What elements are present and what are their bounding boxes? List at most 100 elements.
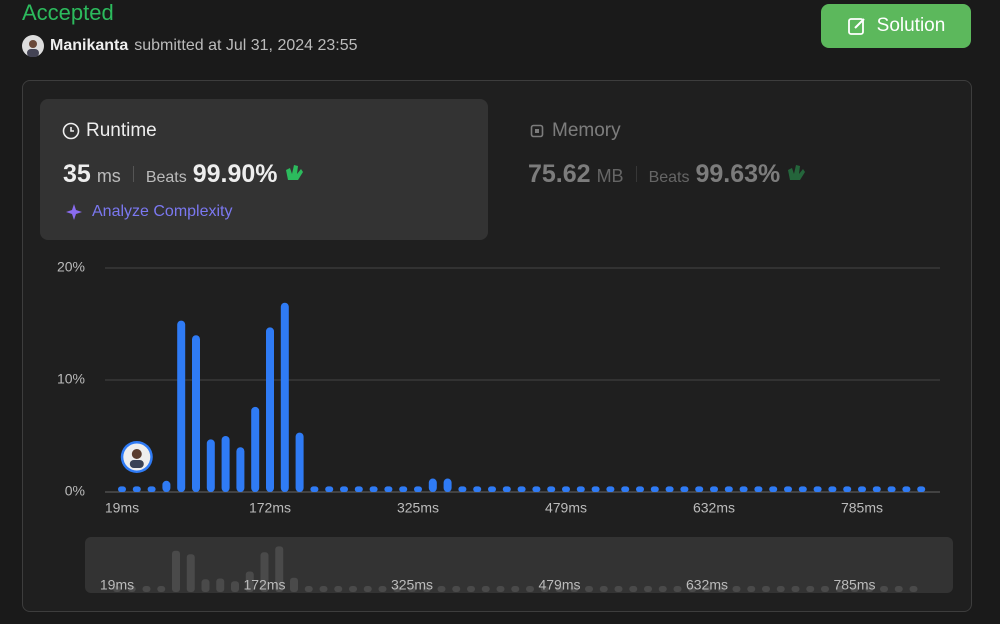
memory-stat[interactable]: 75.62 MB Beats 99.63% <box>528 160 808 189</box>
bar <box>488 486 496 492</box>
mini-bar <box>540 586 549 592</box>
mini-bar <box>422 586 431 592</box>
bar <box>562 486 570 492</box>
bar <box>266 327 274 492</box>
mini-bar <box>894 586 903 592</box>
x-tick-label: 785ms <box>841 500 883 516</box>
mini-bar <box>290 577 298 592</box>
bar <box>295 432 304 492</box>
bar <box>739 486 748 492</box>
bar <box>547 486 556 492</box>
mini-bar <box>127 586 136 592</box>
mini-x-tick-label: 172ms <box>243 577 285 593</box>
clap-icon <box>788 165 806 180</box>
mini-bar <box>334 586 343 592</box>
mini-bar <box>349 586 357 592</box>
mini-bar <box>570 586 579 592</box>
range-navigator[interactable] <box>85 537 953 593</box>
analyze-complexity[interactable]: Analyze Complexity <box>64 202 233 222</box>
bar <box>414 486 422 492</box>
chip-icon <box>530 124 544 138</box>
bar <box>354 486 363 492</box>
mini-bar <box>393 586 402 592</box>
x-tick-label: 172ms <box>249 500 291 516</box>
runtime-panel[interactable] <box>40 99 488 240</box>
mini-bar <box>245 571 254 592</box>
mini-x-tick-label: 785ms <box>833 577 875 593</box>
mini-bar <box>216 578 225 592</box>
mini-x-tick-label: 19ms <box>100 577 134 593</box>
mini-bar <box>201 579 210 592</box>
user-marker <box>120 441 153 473</box>
bar <box>369 486 378 492</box>
memory-title: Memory <box>528 120 621 142</box>
mini-bar <box>304 586 313 592</box>
bar <box>769 486 778 492</box>
bar <box>902 486 911 492</box>
mini-bar <box>526 586 534 592</box>
mini-bar <box>806 586 815 592</box>
mini-bar <box>496 586 505 592</box>
bar <box>162 480 171 492</box>
bar <box>221 436 230 492</box>
bar <box>206 439 215 492</box>
mini-bar <box>880 586 888 592</box>
mini-bar <box>172 550 180 592</box>
bar <box>399 486 408 492</box>
runtime-label: Runtime <box>86 120 157 141</box>
bar <box>192 335 200 492</box>
mini-bar <box>762 586 770 592</box>
mini-bar <box>511 586 520 592</box>
bar <box>132 486 141 492</box>
analyze-label: Analyze Complexity <box>92 203 233 220</box>
mini-bar <box>673 586 682 592</box>
x-tick-label: 632ms <box>693 500 735 516</box>
mini-bar <box>437 586 446 592</box>
bar <box>458 486 467 492</box>
mini-bar <box>599 586 608 592</box>
marker-head <box>131 449 142 459</box>
bar <box>310 486 319 492</box>
mini-bar <box>850 586 859 592</box>
bar <box>695 486 704 492</box>
status: Accepted <box>22 0 114 25</box>
x-tick-label: 19ms <box>105 500 139 516</box>
mini-bar <box>835 586 844 592</box>
y-tick-label: 0% <box>65 483 85 499</box>
bar <box>473 486 482 492</box>
bar <box>606 486 615 492</box>
sparkle-icon <box>66 204 82 220</box>
mini-bar <box>614 586 623 592</box>
mini-bar <box>408 586 416 592</box>
mini-bar <box>378 586 387 592</box>
runtime-title: Runtime <box>62 120 157 142</box>
runtime-stat: 35 ms Beats 99.90% <box>63 160 306 189</box>
mini-bar <box>658 586 667 592</box>
mini-bar <box>555 586 564 592</box>
user-name[interactable]: Manikanta <box>50 37 129 54</box>
clap-icon <box>285 165 303 180</box>
memory-label: Memory <box>552 120 621 141</box>
bar <box>843 486 852 492</box>
bar <box>532 486 541 492</box>
marker-body <box>129 460 144 468</box>
avatar <box>22 35 44 57</box>
bar <box>236 447 245 492</box>
solution-button[interactable]: Solution <box>821 4 971 48</box>
bar <box>517 486 526 492</box>
bar <box>858 486 866 492</box>
mini-bar <box>260 552 269 592</box>
mini-bar <box>629 586 638 592</box>
bar <box>828 486 837 492</box>
beats-label: Beats <box>145 169 187 186</box>
bar <box>872 486 881 492</box>
bar <box>576 486 585 492</box>
bar <box>680 486 689 492</box>
bar <box>798 486 807 492</box>
submitted-time: submitted at Jul 31, 2024 23:55 <box>134 37 358 54</box>
bar <box>784 486 792 492</box>
mini-bar <box>821 586 829 592</box>
bar <box>813 486 822 492</box>
mini-bar <box>113 586 121 592</box>
